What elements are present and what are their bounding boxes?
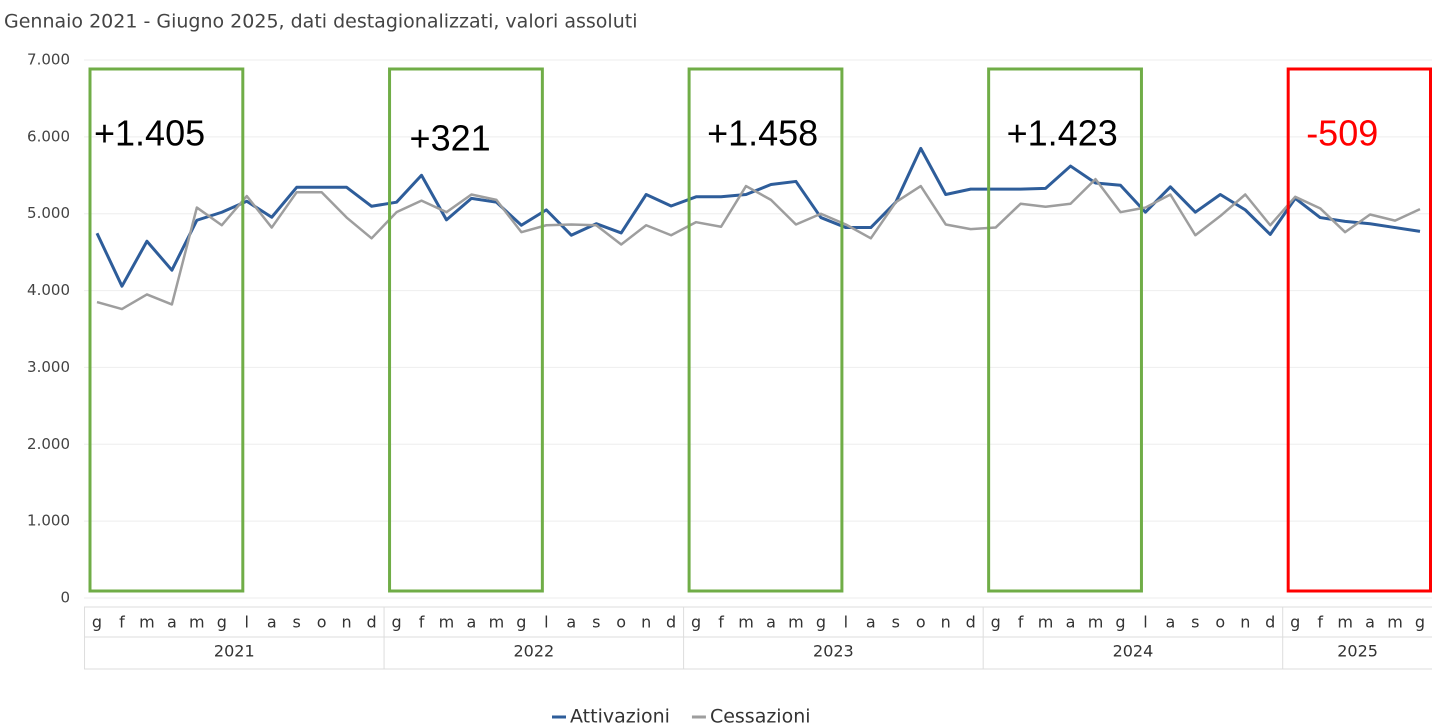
annotation-text: +1.458 xyxy=(707,113,818,154)
x-tick-label: g xyxy=(691,613,701,632)
x-tick-label: f xyxy=(718,613,724,632)
group-label: 2025 xyxy=(1337,642,1378,661)
legend-label: Attivazioni xyxy=(570,706,670,727)
x-tick-label: g xyxy=(1290,613,1300,632)
x-tick-label: n xyxy=(941,613,951,632)
y-tick-label: 3.000 xyxy=(27,358,70,376)
x-tick-label: g xyxy=(816,613,826,632)
annotation-box xyxy=(1286,67,1432,593)
annotation-box xyxy=(987,67,1143,593)
x-tick-label: f xyxy=(1317,613,1323,632)
x-tick-label: d xyxy=(666,613,676,632)
x-tick-label: d xyxy=(1265,613,1275,632)
x-tick-label: m xyxy=(738,613,754,632)
x-tick-label: a xyxy=(1165,613,1175,632)
x-tick-label: g xyxy=(1415,613,1425,632)
legend-label: Cessazioni xyxy=(710,706,811,727)
annotation-text: +321 xyxy=(410,118,491,159)
annotation-box xyxy=(388,67,544,593)
x-tick-label: a xyxy=(267,613,277,632)
y-tick-label: 5.000 xyxy=(27,204,70,222)
x-tick-label: f xyxy=(419,613,425,632)
x-tick-label: g xyxy=(92,613,102,632)
x-tick-label: s xyxy=(892,613,900,632)
series-line xyxy=(96,177,1421,311)
x-tick-label: a xyxy=(566,613,576,632)
x-tick-label: s xyxy=(293,613,301,632)
x-tick-label: g xyxy=(516,613,526,632)
x-tick-label: a xyxy=(167,613,177,632)
x-tick-label: f xyxy=(119,613,125,632)
x-tick-label: s xyxy=(1191,613,1199,632)
x-tick-label: o xyxy=(616,613,626,632)
x-tick-label: o xyxy=(916,613,926,632)
x-tick-label: l xyxy=(544,613,548,632)
annotation-text: +1.405 xyxy=(94,113,205,154)
series-line xyxy=(95,146,1421,288)
annotation-box xyxy=(88,67,245,593)
x-tick-label: l xyxy=(245,613,249,632)
x-tick-label: n xyxy=(342,613,352,632)
x-tick-label: n xyxy=(1240,613,1250,632)
x-tick-label: n xyxy=(641,613,651,632)
x-tick-label: a xyxy=(766,613,776,632)
y-tick-label: 6.000 xyxy=(27,127,70,145)
y-tick-label: 0 xyxy=(60,589,70,607)
x-tick-label: m xyxy=(439,613,455,632)
x-tick-label: m xyxy=(1088,613,1104,632)
x-tick-label: a xyxy=(866,613,876,632)
x-tick-label: d xyxy=(966,613,976,632)
annotation-text: +1.423 xyxy=(1007,113,1118,154)
x-tick-label: a xyxy=(467,613,477,632)
x-tick-label: g xyxy=(217,613,227,632)
x-tick-label: m xyxy=(139,613,155,632)
x-tick-label: m xyxy=(1337,613,1353,632)
x-tick-label: m xyxy=(1038,613,1054,632)
group-label: 2021 xyxy=(214,642,255,661)
y-tick-label: 7.000 xyxy=(27,51,70,69)
x-tick-label: m xyxy=(189,613,205,632)
x-tick-label: g xyxy=(991,613,1001,632)
x-tick-label: m xyxy=(788,613,804,632)
group-label: 2023 xyxy=(813,642,854,661)
x-tick-label: m xyxy=(1387,613,1403,632)
x-tick-label: g xyxy=(391,613,401,632)
x-tick-label: l xyxy=(1143,613,1147,632)
y-tick-label: 4.000 xyxy=(27,281,70,299)
x-tick-label: l xyxy=(844,613,848,632)
x-tick-label: s xyxy=(592,613,600,632)
x-tick-label: a xyxy=(1066,613,1076,632)
x-tick-label: f xyxy=(1018,613,1024,632)
x-tick-label: g xyxy=(1115,613,1125,632)
y-tick-label: 2.000 xyxy=(27,435,70,453)
group-label: 2022 xyxy=(513,642,554,661)
annotation-text: -509 xyxy=(1306,113,1378,154)
x-tick-label: o xyxy=(317,613,327,632)
annotation-box xyxy=(687,67,844,593)
chart-title: Gennaio 2021 - Giugno 2025, dati destagi… xyxy=(4,11,637,33)
x-tick-label: d xyxy=(367,613,377,632)
group-label: 2024 xyxy=(1113,642,1154,661)
x-tick-label: o xyxy=(1215,613,1225,632)
y-tick-label: 1.000 xyxy=(27,512,70,530)
x-tick-label: a xyxy=(1365,613,1375,632)
x-tick-label: m xyxy=(489,613,505,632)
